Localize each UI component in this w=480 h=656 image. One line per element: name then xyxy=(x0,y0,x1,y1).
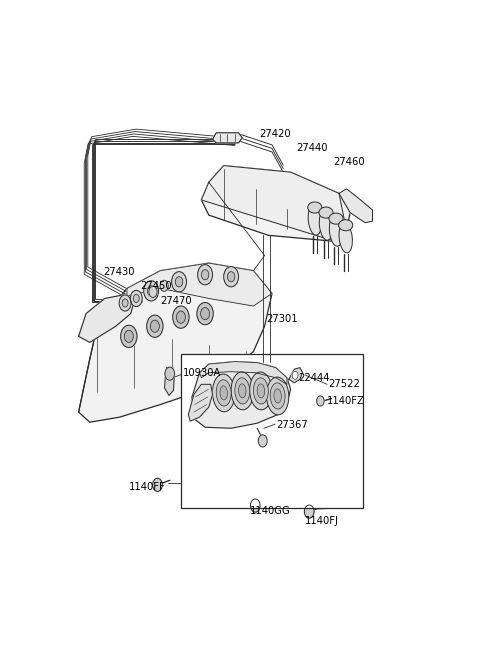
Circle shape xyxy=(251,499,260,512)
Circle shape xyxy=(130,291,142,306)
Text: 10930A: 10930A xyxy=(183,368,221,378)
Polygon shape xyxy=(192,361,290,428)
Ellipse shape xyxy=(329,213,343,224)
Circle shape xyxy=(201,308,210,319)
Text: 27460: 27460 xyxy=(334,157,365,167)
Circle shape xyxy=(133,295,139,302)
Circle shape xyxy=(144,281,158,301)
Polygon shape xyxy=(79,263,272,422)
Text: 27450: 27450 xyxy=(140,281,172,291)
Ellipse shape xyxy=(213,374,235,412)
Circle shape xyxy=(175,277,183,287)
Circle shape xyxy=(160,280,168,291)
Circle shape xyxy=(258,435,267,447)
Polygon shape xyxy=(165,367,174,396)
Circle shape xyxy=(202,270,209,279)
Circle shape xyxy=(149,286,157,297)
Ellipse shape xyxy=(235,378,250,404)
Polygon shape xyxy=(202,165,347,241)
Ellipse shape xyxy=(220,386,228,400)
Circle shape xyxy=(172,272,186,292)
Ellipse shape xyxy=(216,380,231,406)
Circle shape xyxy=(224,266,239,287)
Ellipse shape xyxy=(253,378,268,404)
Ellipse shape xyxy=(257,384,264,398)
Circle shape xyxy=(304,505,314,518)
Ellipse shape xyxy=(231,372,253,410)
Ellipse shape xyxy=(338,220,353,231)
Ellipse shape xyxy=(266,377,289,415)
Ellipse shape xyxy=(319,207,333,218)
Text: 27440: 27440 xyxy=(296,144,328,154)
Polygon shape xyxy=(188,384,213,421)
Circle shape xyxy=(120,325,137,348)
Ellipse shape xyxy=(319,210,333,240)
Text: 1140GG: 1140GG xyxy=(250,506,290,516)
Circle shape xyxy=(197,302,213,325)
Circle shape xyxy=(198,264,213,285)
Text: 1140FZ: 1140FZ xyxy=(327,396,365,406)
Text: 27522: 27522 xyxy=(328,379,360,389)
Text: 27367: 27367 xyxy=(276,420,308,430)
Ellipse shape xyxy=(308,205,322,235)
Bar xyxy=(181,354,363,508)
Text: 27301: 27301 xyxy=(266,314,298,323)
Polygon shape xyxy=(213,133,242,143)
Text: 27430: 27430 xyxy=(103,267,134,277)
Circle shape xyxy=(177,311,185,323)
Ellipse shape xyxy=(329,216,343,246)
Circle shape xyxy=(150,320,159,333)
Circle shape xyxy=(119,295,131,311)
Circle shape xyxy=(122,299,128,307)
Circle shape xyxy=(228,272,235,282)
Ellipse shape xyxy=(308,202,322,213)
Circle shape xyxy=(292,371,298,379)
Polygon shape xyxy=(79,295,134,342)
Polygon shape xyxy=(202,165,350,241)
Ellipse shape xyxy=(239,384,246,398)
Polygon shape xyxy=(127,263,272,306)
Text: 22444: 22444 xyxy=(298,373,330,382)
Circle shape xyxy=(147,315,163,337)
Circle shape xyxy=(147,286,155,296)
Circle shape xyxy=(173,306,189,328)
Ellipse shape xyxy=(274,389,281,403)
Circle shape xyxy=(153,478,162,491)
Text: 1140FJ: 1140FJ xyxy=(305,516,339,525)
Text: 1140FF: 1140FF xyxy=(129,482,166,492)
Polygon shape xyxy=(289,367,302,383)
Text: 27470: 27470 xyxy=(160,296,192,306)
Circle shape xyxy=(317,396,324,406)
Ellipse shape xyxy=(250,372,272,410)
Ellipse shape xyxy=(339,223,352,253)
Circle shape xyxy=(124,330,133,342)
Circle shape xyxy=(165,367,175,380)
Polygon shape xyxy=(339,189,372,222)
Ellipse shape xyxy=(270,383,285,409)
Text: 27420: 27420 xyxy=(259,129,291,139)
Polygon shape xyxy=(200,361,287,384)
